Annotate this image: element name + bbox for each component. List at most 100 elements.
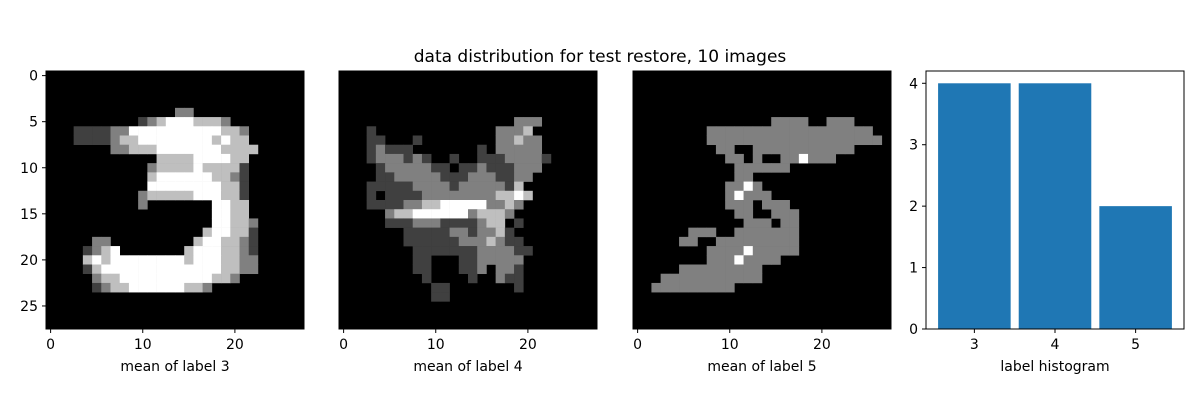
heatmap-cell xyxy=(193,117,203,127)
heatmap-cell xyxy=(385,209,395,219)
heatmap-cell xyxy=(743,218,754,228)
heatmap-cell xyxy=(743,227,754,238)
heatmap-cell xyxy=(221,190,231,201)
heatmap-cell xyxy=(808,144,818,155)
heatmap-cell xyxy=(725,264,735,275)
heatmap-cell xyxy=(184,246,194,256)
heatmap-cell xyxy=(780,227,790,238)
heatmap-cell xyxy=(138,190,148,201)
heatmap-cell xyxy=(175,255,185,265)
heatmap-cell xyxy=(449,181,460,192)
heatmap-cell xyxy=(366,144,377,155)
heatmap-cell xyxy=(780,163,790,173)
y-tick-label: 3 xyxy=(909,138,918,154)
heatmap-cell xyxy=(92,135,102,146)
heatmap-cell xyxy=(771,246,781,256)
x-tick-label: 4 xyxy=(1051,337,1060,353)
heatmap-cell xyxy=(403,227,414,238)
heatmap-cell xyxy=(523,144,533,155)
heatmap-cell xyxy=(440,181,450,192)
heatmap-cell xyxy=(230,255,240,265)
heatmap-cell xyxy=(449,153,460,164)
heatmap-cell xyxy=(184,190,194,201)
heatmap-cell xyxy=(431,209,441,219)
heatmap-cell xyxy=(184,126,194,136)
heatmap-cell xyxy=(73,135,84,146)
heatmap-cell xyxy=(743,135,754,146)
heatmap-cell xyxy=(119,255,130,265)
heatmap-cell xyxy=(202,181,213,192)
heatmap-cell xyxy=(817,126,827,136)
heatmap-cell xyxy=(128,264,139,275)
heatmap-cell xyxy=(202,172,213,182)
heatmap-cell xyxy=(184,264,194,275)
heatmap-cell xyxy=(92,236,102,247)
heatmap-cell xyxy=(504,163,515,173)
heatmap-cell xyxy=(477,200,487,210)
heatmap-cell xyxy=(138,282,148,293)
heatmap-cell xyxy=(138,264,148,275)
heatmap-cell xyxy=(110,144,121,155)
heatmap-cell xyxy=(514,282,524,293)
heatmap-cell xyxy=(403,236,414,247)
heatmap-cell xyxy=(688,227,698,238)
heatmap-cells xyxy=(651,117,883,293)
chart-panel-1: 0 10 20 0 5 10 15 20 25 mean of label 3 xyxy=(20,69,305,375)
heatmap-cell xyxy=(743,181,754,192)
heatmap-cell xyxy=(156,144,167,155)
heatmap-cell xyxy=(230,236,240,247)
heatmap-cell xyxy=(688,236,698,247)
chart-panel-3: 0 10 20 mean of label 5 xyxy=(632,70,892,375)
heatmap-cell xyxy=(449,246,460,256)
heatmap-cell xyxy=(725,236,735,247)
heatmap-cell xyxy=(771,227,781,238)
heatmap-cell xyxy=(175,107,185,118)
heatmap-cell xyxy=(477,209,487,219)
heatmap-cell xyxy=(835,135,846,146)
heatmap-cell xyxy=(101,282,111,293)
heatmap-cell xyxy=(844,144,855,155)
heatmap-cell xyxy=(230,218,240,228)
y-tick-label: 10 xyxy=(20,161,38,177)
heatmap-cell xyxy=(92,273,102,284)
heatmap-cell xyxy=(789,135,800,146)
heatmap-cell xyxy=(421,209,432,219)
heatmap-cell xyxy=(835,126,846,136)
heatmap-cell xyxy=(771,209,781,219)
heatmap-cell xyxy=(844,117,855,127)
heatmap-cell xyxy=(385,190,395,201)
heatmap-cell xyxy=(165,282,176,293)
heatmap-cell xyxy=(230,135,240,146)
heatmap-cell xyxy=(715,255,726,265)
heatmap-cell xyxy=(128,255,139,265)
heatmap-cell xyxy=(239,163,250,173)
heatmap-cell xyxy=(421,246,432,256)
heatmap-cell xyxy=(697,273,708,284)
heatmap-cell xyxy=(211,190,222,201)
heatmap-cell xyxy=(477,218,487,228)
heatmap-cell xyxy=(101,273,111,284)
heatmap-cell xyxy=(165,117,176,127)
x-axis-label: mean of label 4 xyxy=(413,359,522,375)
heatmap-cell xyxy=(239,209,250,219)
heatmap-cell xyxy=(449,190,460,201)
heatmap-cell xyxy=(504,153,515,164)
heatmap-cell xyxy=(211,126,222,136)
heatmap-cell xyxy=(826,135,837,146)
heatmap-cell xyxy=(688,264,698,275)
heatmap-cell xyxy=(532,163,543,173)
heatmap-cell xyxy=(734,264,744,275)
heatmap-cell xyxy=(495,227,506,238)
y-tick-label: 0 xyxy=(909,322,918,338)
heatmap-cell xyxy=(110,273,121,284)
heatmap-cell xyxy=(715,236,726,247)
heatmap-cell xyxy=(449,200,460,210)
heatmap-cell xyxy=(734,209,744,219)
heatmap-cell xyxy=(743,236,754,247)
heatmap-cell xyxy=(468,236,478,247)
heatmap-cell xyxy=(743,163,754,173)
heatmap-cell xyxy=(128,126,139,136)
y-tick-label: 15 xyxy=(20,207,38,223)
heatmap-cell xyxy=(798,117,809,127)
heatmap-cell xyxy=(440,227,450,238)
